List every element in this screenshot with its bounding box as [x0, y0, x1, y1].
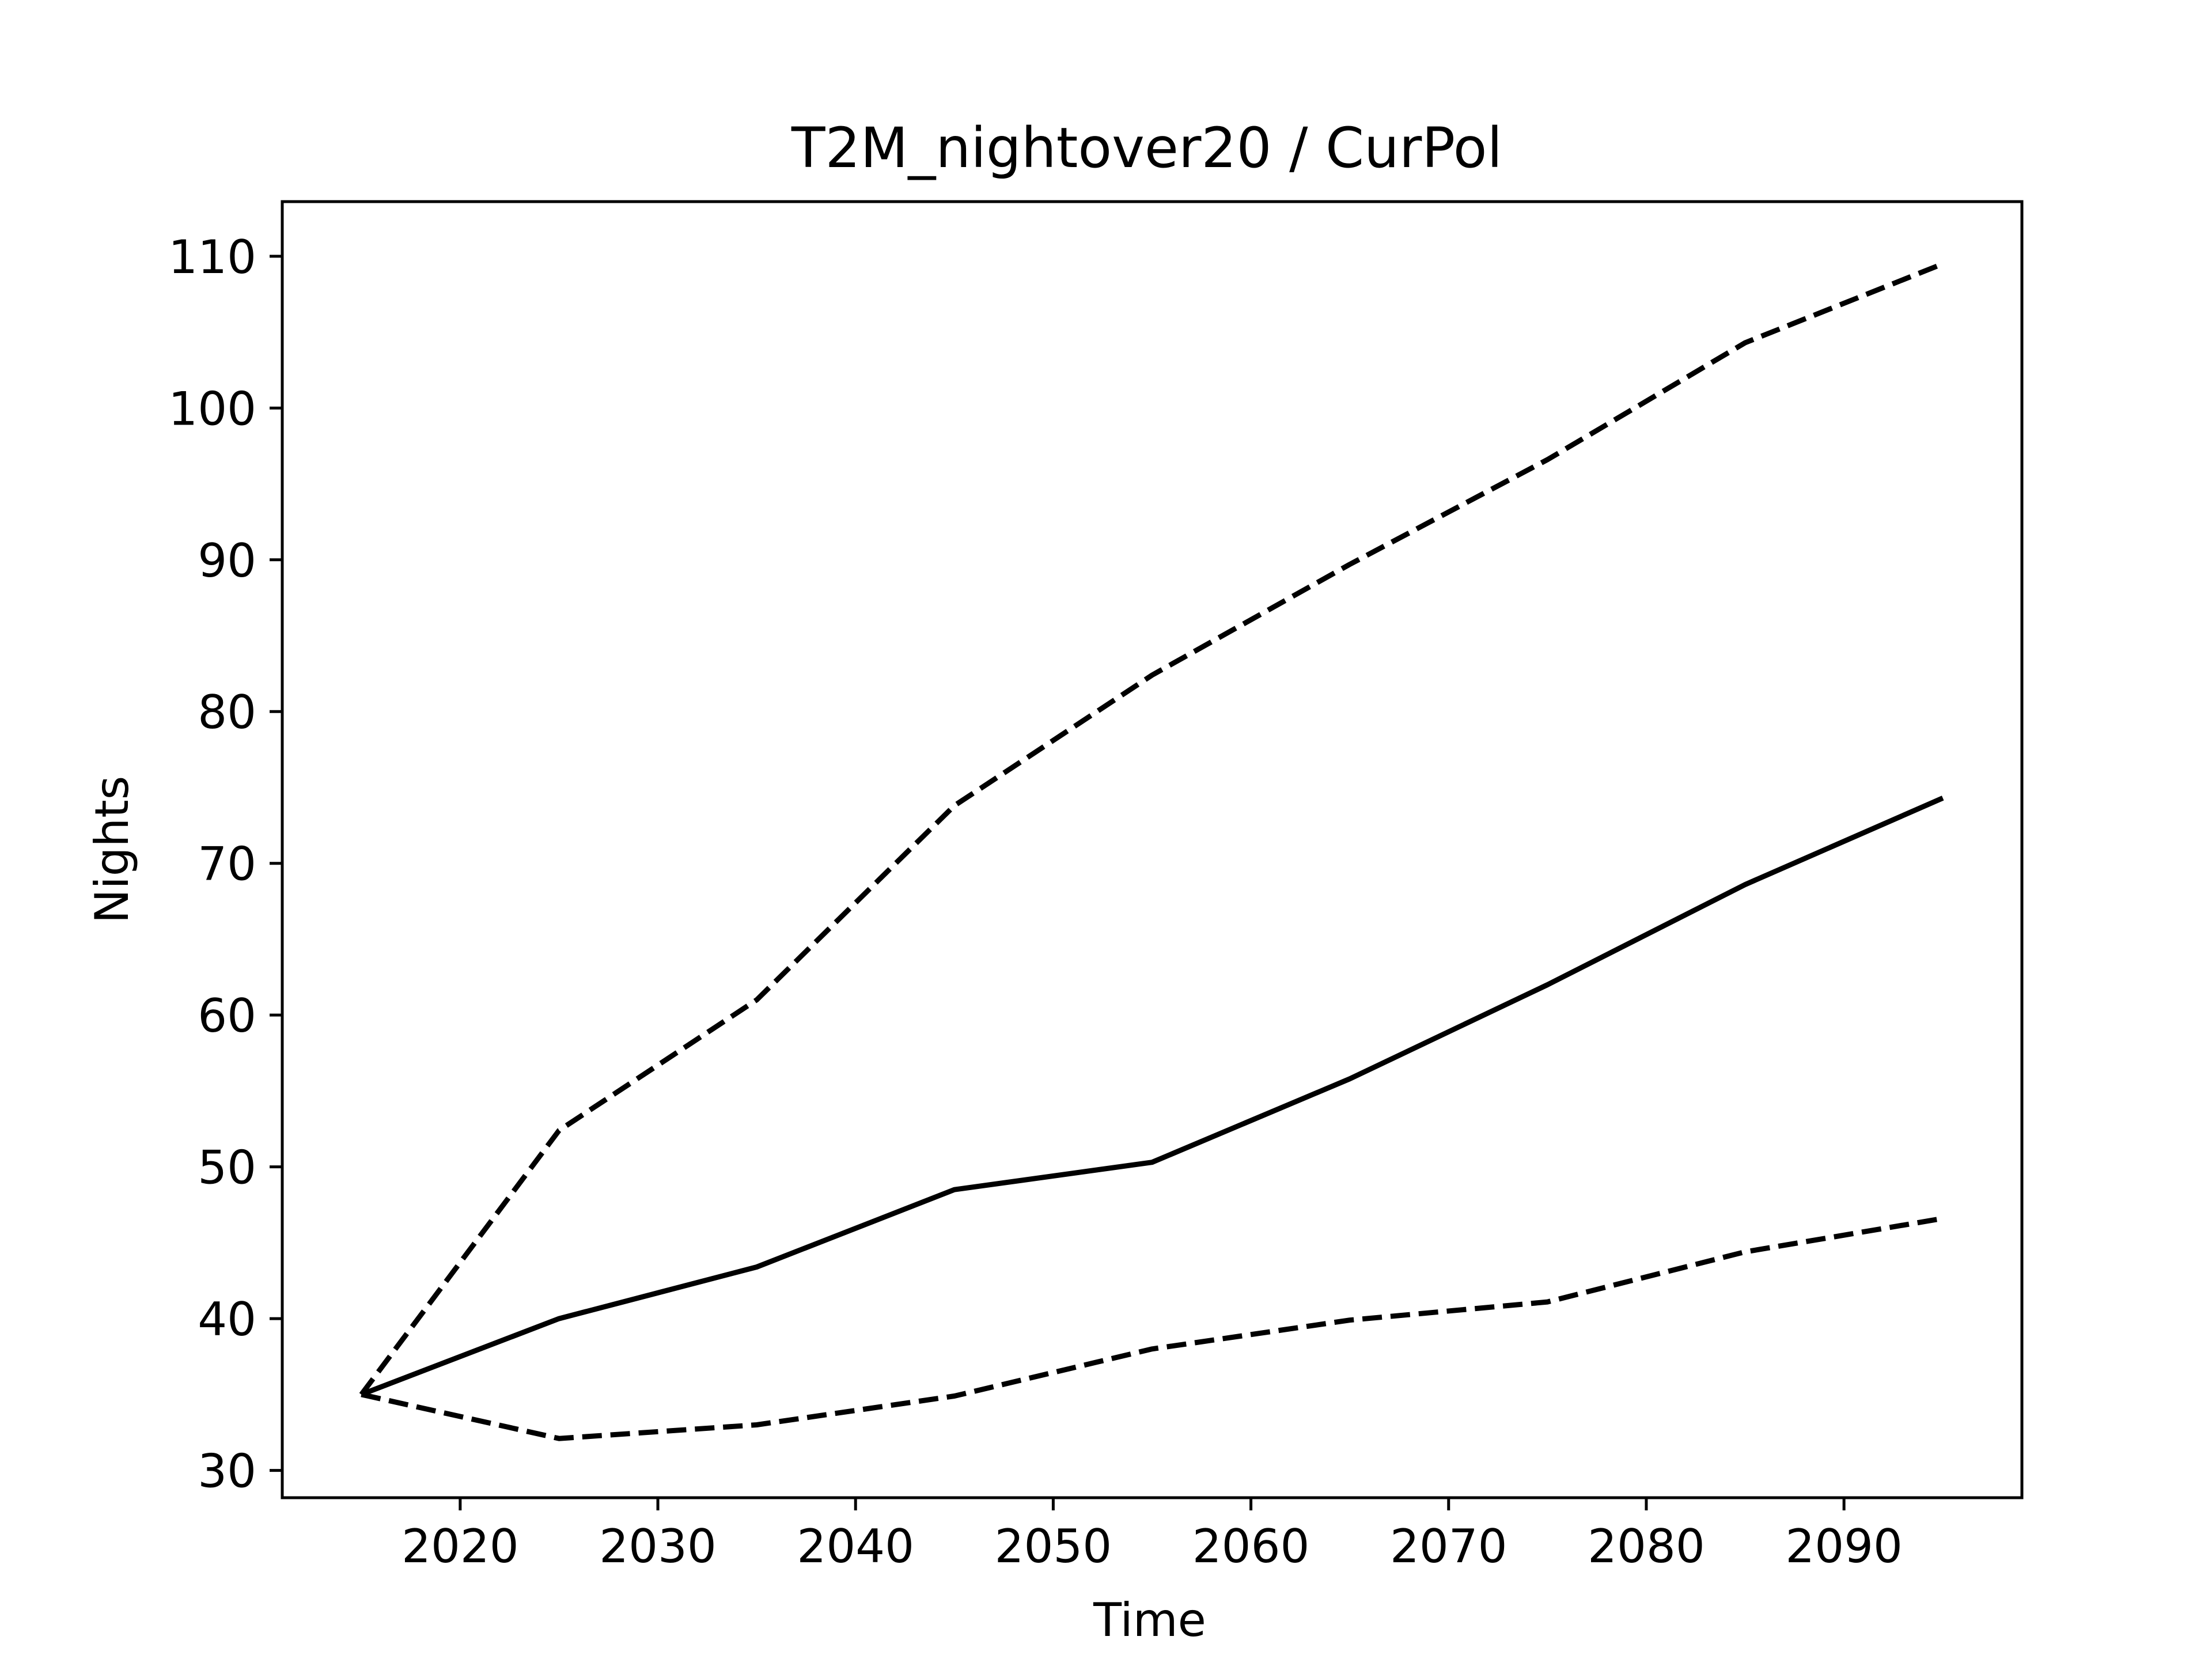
x-tick-layer: 2020 2030 2040 2050 2060 2070 2080 2090 [402, 1498, 1903, 1573]
x-tick-label: 2050 [995, 1520, 1112, 1573]
x-tick-label: 2030 [599, 1520, 717, 1573]
y-tick-layer: 30 40 50 60 70 80 90 100 110 [168, 230, 282, 1498]
y-tick-label: 110 [168, 230, 256, 284]
series-layer [359, 261, 1944, 1441]
y-tick-label: 40 [198, 1293, 256, 1346]
series-line-3 [361, 1215, 1944, 1441]
plot-frame [281, 200, 2024, 1499]
y-tick-label: 60 [198, 989, 256, 1043]
x-tick-label: 2090 [1785, 1520, 1903, 1573]
x-tick-label: 2070 [1390, 1520, 1508, 1573]
x-tick-label: 2040 [797, 1520, 914, 1573]
x-tick-label: 2080 [1588, 1520, 1705, 1573]
x-tick-label: 2060 [1192, 1520, 1310, 1573]
y-tick-label: 80 [198, 685, 256, 739]
y-tick-label: 30 [198, 1445, 256, 1498]
y-tick-label: 50 [198, 1141, 256, 1195]
y-axis-label: Nights [85, 776, 139, 924]
y-tick-label: 100 [168, 382, 256, 435]
y-tick-label: 90 [198, 534, 256, 588]
x-axis-label: Time [1093, 1593, 1206, 1647]
series-line-1 [359, 261, 1944, 1396]
y-tick-label: 70 [198, 838, 256, 891]
series-line-2 [360, 796, 1944, 1397]
chart-title: T2M_nightover20 / CurPol [791, 116, 1502, 180]
x-tick-label: 2020 [402, 1520, 519, 1573]
